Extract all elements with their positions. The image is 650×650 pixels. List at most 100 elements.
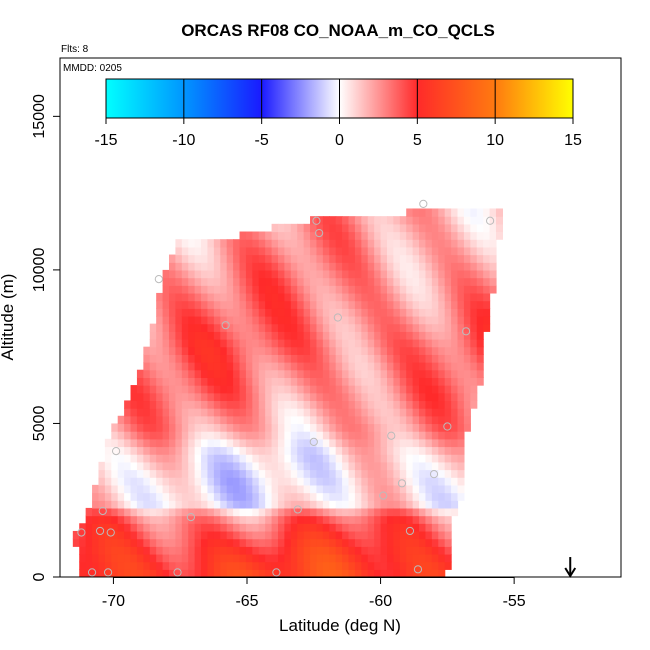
heatmap-cell bbox=[303, 507, 311, 517]
heatmap-cell bbox=[277, 569, 285, 577]
heatmap-cell bbox=[354, 308, 362, 317]
heatmap-cell bbox=[245, 553, 253, 563]
heatmap-cell bbox=[245, 461, 253, 471]
heatmap-cell bbox=[457, 323, 465, 332]
heatmap-cell bbox=[162, 362, 170, 371]
heatmap-cell bbox=[156, 477, 164, 486]
heatmap-cell bbox=[143, 454, 151, 463]
heatmap-cell bbox=[277, 246, 285, 256]
heatmap-cell bbox=[130, 423, 138, 432]
heatmap-cell bbox=[444, 385, 452, 394]
observation-marker bbox=[486, 216, 495, 225]
heatmap-cell bbox=[419, 500, 427, 509]
heatmap-cell bbox=[124, 507, 132, 517]
heatmap-cell bbox=[380, 415, 388, 425]
heatmap-cell bbox=[463, 423, 471, 432]
heatmap-cell bbox=[322, 362, 330, 371]
heatmap-cell bbox=[156, 385, 164, 394]
heatmap-cell bbox=[233, 262, 241, 271]
heatmap-cell bbox=[162, 454, 170, 463]
heatmap-cell bbox=[463, 315, 471, 325]
heatmap-cell bbox=[374, 538, 382, 547]
heatmap-cell bbox=[245, 323, 253, 332]
heatmap-cell bbox=[310, 446, 318, 455]
heatmap-cell bbox=[194, 546, 202, 555]
heatmap-cell bbox=[476, 292, 484, 302]
heatmap-cell bbox=[239, 553, 247, 563]
heatmap-cell bbox=[258, 408, 266, 417]
heatmap-cell bbox=[168, 315, 177, 325]
heatmap-cell bbox=[207, 392, 215, 402]
heatmap-cell bbox=[130, 477, 138, 486]
heatmap-cell bbox=[252, 262, 260, 271]
heatmap-cell bbox=[271, 385, 279, 394]
heatmap-cell bbox=[290, 323, 298, 332]
heatmap-cell bbox=[271, 239, 279, 248]
heatmap-cell bbox=[303, 446, 311, 455]
heatmap-cell bbox=[380, 369, 388, 378]
heatmap-cell bbox=[374, 392, 382, 402]
observation-marker bbox=[333, 313, 342, 322]
heatmap-cell bbox=[130, 431, 138, 440]
heatmap-cell bbox=[156, 369, 164, 378]
heatmap-cell bbox=[111, 523, 119, 532]
heatmap-cell bbox=[124, 484, 132, 494]
heatmap-cell bbox=[194, 392, 202, 402]
heatmap-cell bbox=[386, 292, 394, 302]
heatmap-cell bbox=[271, 246, 279, 256]
heatmap-cell bbox=[245, 377, 253, 386]
heatmap-cell bbox=[130, 553, 138, 563]
heatmap-cell bbox=[476, 331, 484, 340]
heatmap-cell bbox=[188, 362, 196, 371]
heatmap-cell bbox=[143, 530, 151, 540]
heatmap-cell bbox=[201, 269, 209, 279]
heatmap-cell bbox=[252, 530, 260, 540]
heatmap-cell bbox=[226, 385, 234, 394]
heatmap-cell bbox=[399, 546, 407, 555]
heatmap-cell bbox=[194, 477, 202, 486]
heatmap-cell bbox=[399, 561, 407, 570]
heatmap-cell bbox=[354, 431, 362, 440]
heatmap-cell bbox=[322, 538, 330, 547]
heatmap-cell bbox=[194, 323, 202, 332]
heatmap-cell bbox=[271, 438, 279, 448]
heatmap-cell bbox=[438, 530, 446, 540]
heatmap-cell bbox=[297, 262, 305, 271]
heatmap-cell bbox=[181, 315, 189, 325]
heatmap-cell bbox=[342, 400, 350, 409]
heatmap-cell bbox=[233, 239, 241, 248]
heatmap-cell bbox=[194, 515, 202, 524]
heatmap-cell bbox=[386, 338, 394, 348]
heatmap-cell bbox=[175, 262, 183, 271]
heatmap-cell bbox=[175, 492, 183, 501]
heatmap-cell bbox=[220, 415, 228, 425]
heatmap-cell bbox=[258, 530, 266, 540]
heatmap-cell bbox=[310, 239, 318, 248]
heatmap-cell bbox=[406, 492, 414, 501]
heatmap-cell bbox=[252, 423, 260, 432]
heatmap-cell bbox=[175, 385, 183, 394]
heatmap-cell bbox=[168, 277, 177, 286]
heatmap-cell bbox=[245, 346, 253, 355]
heatmap-cell bbox=[463, 208, 471, 217]
heatmap-cell bbox=[239, 400, 247, 409]
heatmap-cell bbox=[201, 538, 209, 547]
heatmap-cell bbox=[412, 469, 420, 478]
heatmap-cell bbox=[85, 538, 93, 547]
heatmap-cell bbox=[117, 484, 125, 494]
heatmap-cell bbox=[226, 515, 234, 524]
heatmap-cell bbox=[406, 315, 414, 325]
heatmap-cell bbox=[303, 300, 311, 309]
heatmap-cell bbox=[476, 323, 484, 332]
heatmap-cell bbox=[438, 262, 446, 271]
heatmap-cell bbox=[444, 216, 452, 225]
heatmap-cell bbox=[124, 523, 132, 532]
heatmap-cell bbox=[316, 269, 324, 279]
heatmap-cell bbox=[303, 408, 311, 417]
heatmap-cell bbox=[354, 216, 362, 225]
heatmap-cell bbox=[406, 323, 414, 332]
heatmap-cell bbox=[310, 377, 318, 386]
heatmap-cell bbox=[425, 377, 433, 386]
heatmap-cell bbox=[226, 469, 234, 478]
observation-marker bbox=[87, 568, 97, 577]
